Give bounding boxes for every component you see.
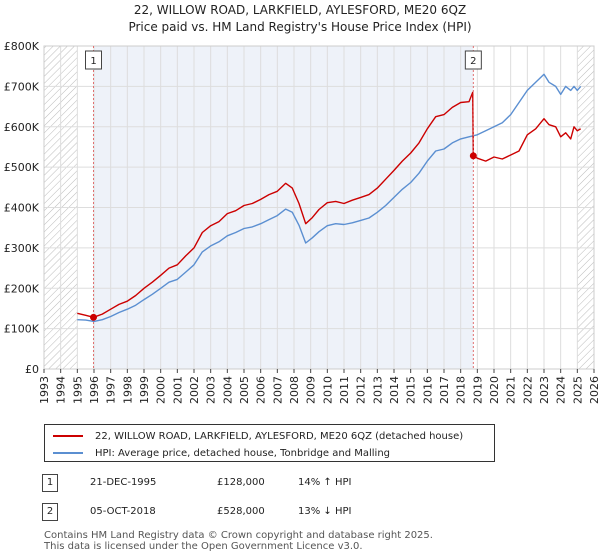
x-tick-label: 2001 xyxy=(171,376,184,404)
y-tick-label: £200K xyxy=(4,282,40,295)
legend-swatch-property xyxy=(53,435,83,437)
legend-swatch-hpi xyxy=(53,452,83,454)
sale-marker-label: 2 xyxy=(470,56,476,67)
hpi-line xyxy=(77,73,582,323)
x-tick-label: 1996 xyxy=(88,376,101,404)
y-tick-label: £400K xyxy=(4,202,40,215)
property-price-line xyxy=(77,91,582,318)
y-tick-label: £100K xyxy=(4,323,40,336)
x-tick-label: 2007 xyxy=(271,376,284,404)
x-tick-label: 2013 xyxy=(371,376,384,404)
y-tick-label: £500K xyxy=(4,161,40,174)
sale-date: 05-OCT-2018 xyxy=(90,506,156,517)
x-tick-label: 2004 xyxy=(221,376,234,404)
x-tick-label: 2019 xyxy=(471,376,484,404)
y-axis: £0 £100K £200K £300K £400K £500K £600K £700K £80… xyxy=(4,40,40,376)
x-tick-label: 2016 xyxy=(421,376,434,404)
legend-label-hpi: HPI: Average price, detached house, Tonb… xyxy=(95,447,391,459)
x-tick-label: 2000 xyxy=(155,376,168,404)
sale-point xyxy=(469,152,477,160)
legend-item-hpi: HPI: Average price, detached house, Tonb… xyxy=(53,445,390,461)
chart-subtitle: Price paid vs. HM Land Registry's House … xyxy=(128,20,471,34)
footer: Contains HM Land Registry data © Crown c… xyxy=(44,530,433,552)
sale-badge: 2 xyxy=(42,503,58,521)
sale-point xyxy=(90,313,97,321)
y-tick-label: £600K xyxy=(4,121,40,134)
x-axis: 1993 1994 1995 1996 1997 1998 1999 2000 2001 2002… xyxy=(38,369,600,404)
x-tick-label: 2003 xyxy=(205,376,218,404)
x-tick-label: 2006 xyxy=(255,376,268,404)
x-tick-label: 1999 xyxy=(138,376,151,404)
x-tick-label: 1995 xyxy=(71,376,84,404)
y-tick-label: £300K xyxy=(4,242,40,255)
footer-licence: This data is licensed under the Open Gov… xyxy=(44,541,363,552)
x-tick-label: 2021 xyxy=(505,376,518,404)
x-tick-label: 2025 xyxy=(571,376,584,404)
sale-price: £528,000 xyxy=(217,506,265,517)
legend-label-property: 22, WILLOW ROAD, LARKFIELD, AYLESFORD, M… xyxy=(95,430,464,442)
x-tick-label: 2024 xyxy=(555,376,568,404)
y-tick-label: £0 xyxy=(25,363,39,376)
y-tick-label: £700K xyxy=(4,80,40,93)
x-tick-label: 2014 xyxy=(388,376,401,404)
x-tick-label: 2002 xyxy=(188,376,201,404)
footer-copyright: Contains HM Land Registry data © Crown c… xyxy=(44,530,433,541)
sale-badge: 1 xyxy=(42,474,58,492)
x-tick-label: 2018 xyxy=(455,376,468,404)
plot-border xyxy=(43,45,595,370)
x-tick-label: 2005 xyxy=(238,376,251,404)
x-tick-label: 2011 xyxy=(338,376,351,404)
x-tick-label: 2010 xyxy=(321,376,334,404)
x-tick-label: 2012 xyxy=(355,376,368,404)
x-tick-label: 2017 xyxy=(438,376,451,404)
price-chart: 22, WILLOW ROAD, LARKFIELD, AYLESFORD, M… xyxy=(4,3,600,404)
chart-title: 22, WILLOW ROAD, LARKFIELD, AYLESFORD, M… xyxy=(134,3,466,17)
x-tick-label: 1997 xyxy=(105,376,118,404)
x-tick-label: 2020 xyxy=(488,376,501,404)
sale-hpi-delta: 14% ↑ HPI xyxy=(298,477,352,488)
x-tick-label: 2009 xyxy=(305,376,318,404)
series-lines xyxy=(77,73,582,323)
x-tick-label: 1998 xyxy=(121,376,134,404)
sale-price: £128,000 xyxy=(217,477,265,488)
sale-marker-badge xyxy=(85,50,102,70)
sale-marker-badge xyxy=(464,50,482,70)
x-tick-label: 2008 xyxy=(288,376,301,404)
x-tick-label: 1994 xyxy=(55,376,68,404)
x-tick-label: 2022 xyxy=(521,376,534,404)
x-tick-label: 2015 xyxy=(405,376,418,404)
sale-hpi-delta: 13% ↓ HPI xyxy=(298,506,352,517)
x-tick-label: 2026 xyxy=(588,376,600,404)
sale-date: 21-DEC-1995 xyxy=(90,477,157,488)
x-tick-label: 2023 xyxy=(538,376,551,404)
y-tick-label: £800K xyxy=(4,40,40,53)
legend: 22, WILLOW ROAD, LARKFIELD, AYLESFORD, M… xyxy=(44,424,495,462)
x-tick-label: 1993 xyxy=(38,376,51,404)
legend-item-property: 22, WILLOW ROAD, LARKFIELD, AYLESFORD, M… xyxy=(53,428,463,444)
sale-marker-label: 1 xyxy=(90,56,96,67)
